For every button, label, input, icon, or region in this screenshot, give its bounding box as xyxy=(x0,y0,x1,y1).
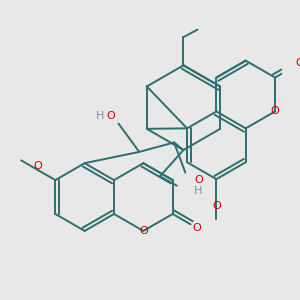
Text: O: O xyxy=(194,175,203,185)
Text: O: O xyxy=(193,223,202,233)
Text: O: O xyxy=(271,106,279,116)
Text: O: O xyxy=(295,58,300,68)
Text: O: O xyxy=(212,200,221,211)
Text: O: O xyxy=(106,111,116,121)
Text: H: H xyxy=(194,186,203,197)
Text: O: O xyxy=(139,226,148,236)
Text: H: H xyxy=(95,111,104,121)
Text: O: O xyxy=(33,161,42,171)
